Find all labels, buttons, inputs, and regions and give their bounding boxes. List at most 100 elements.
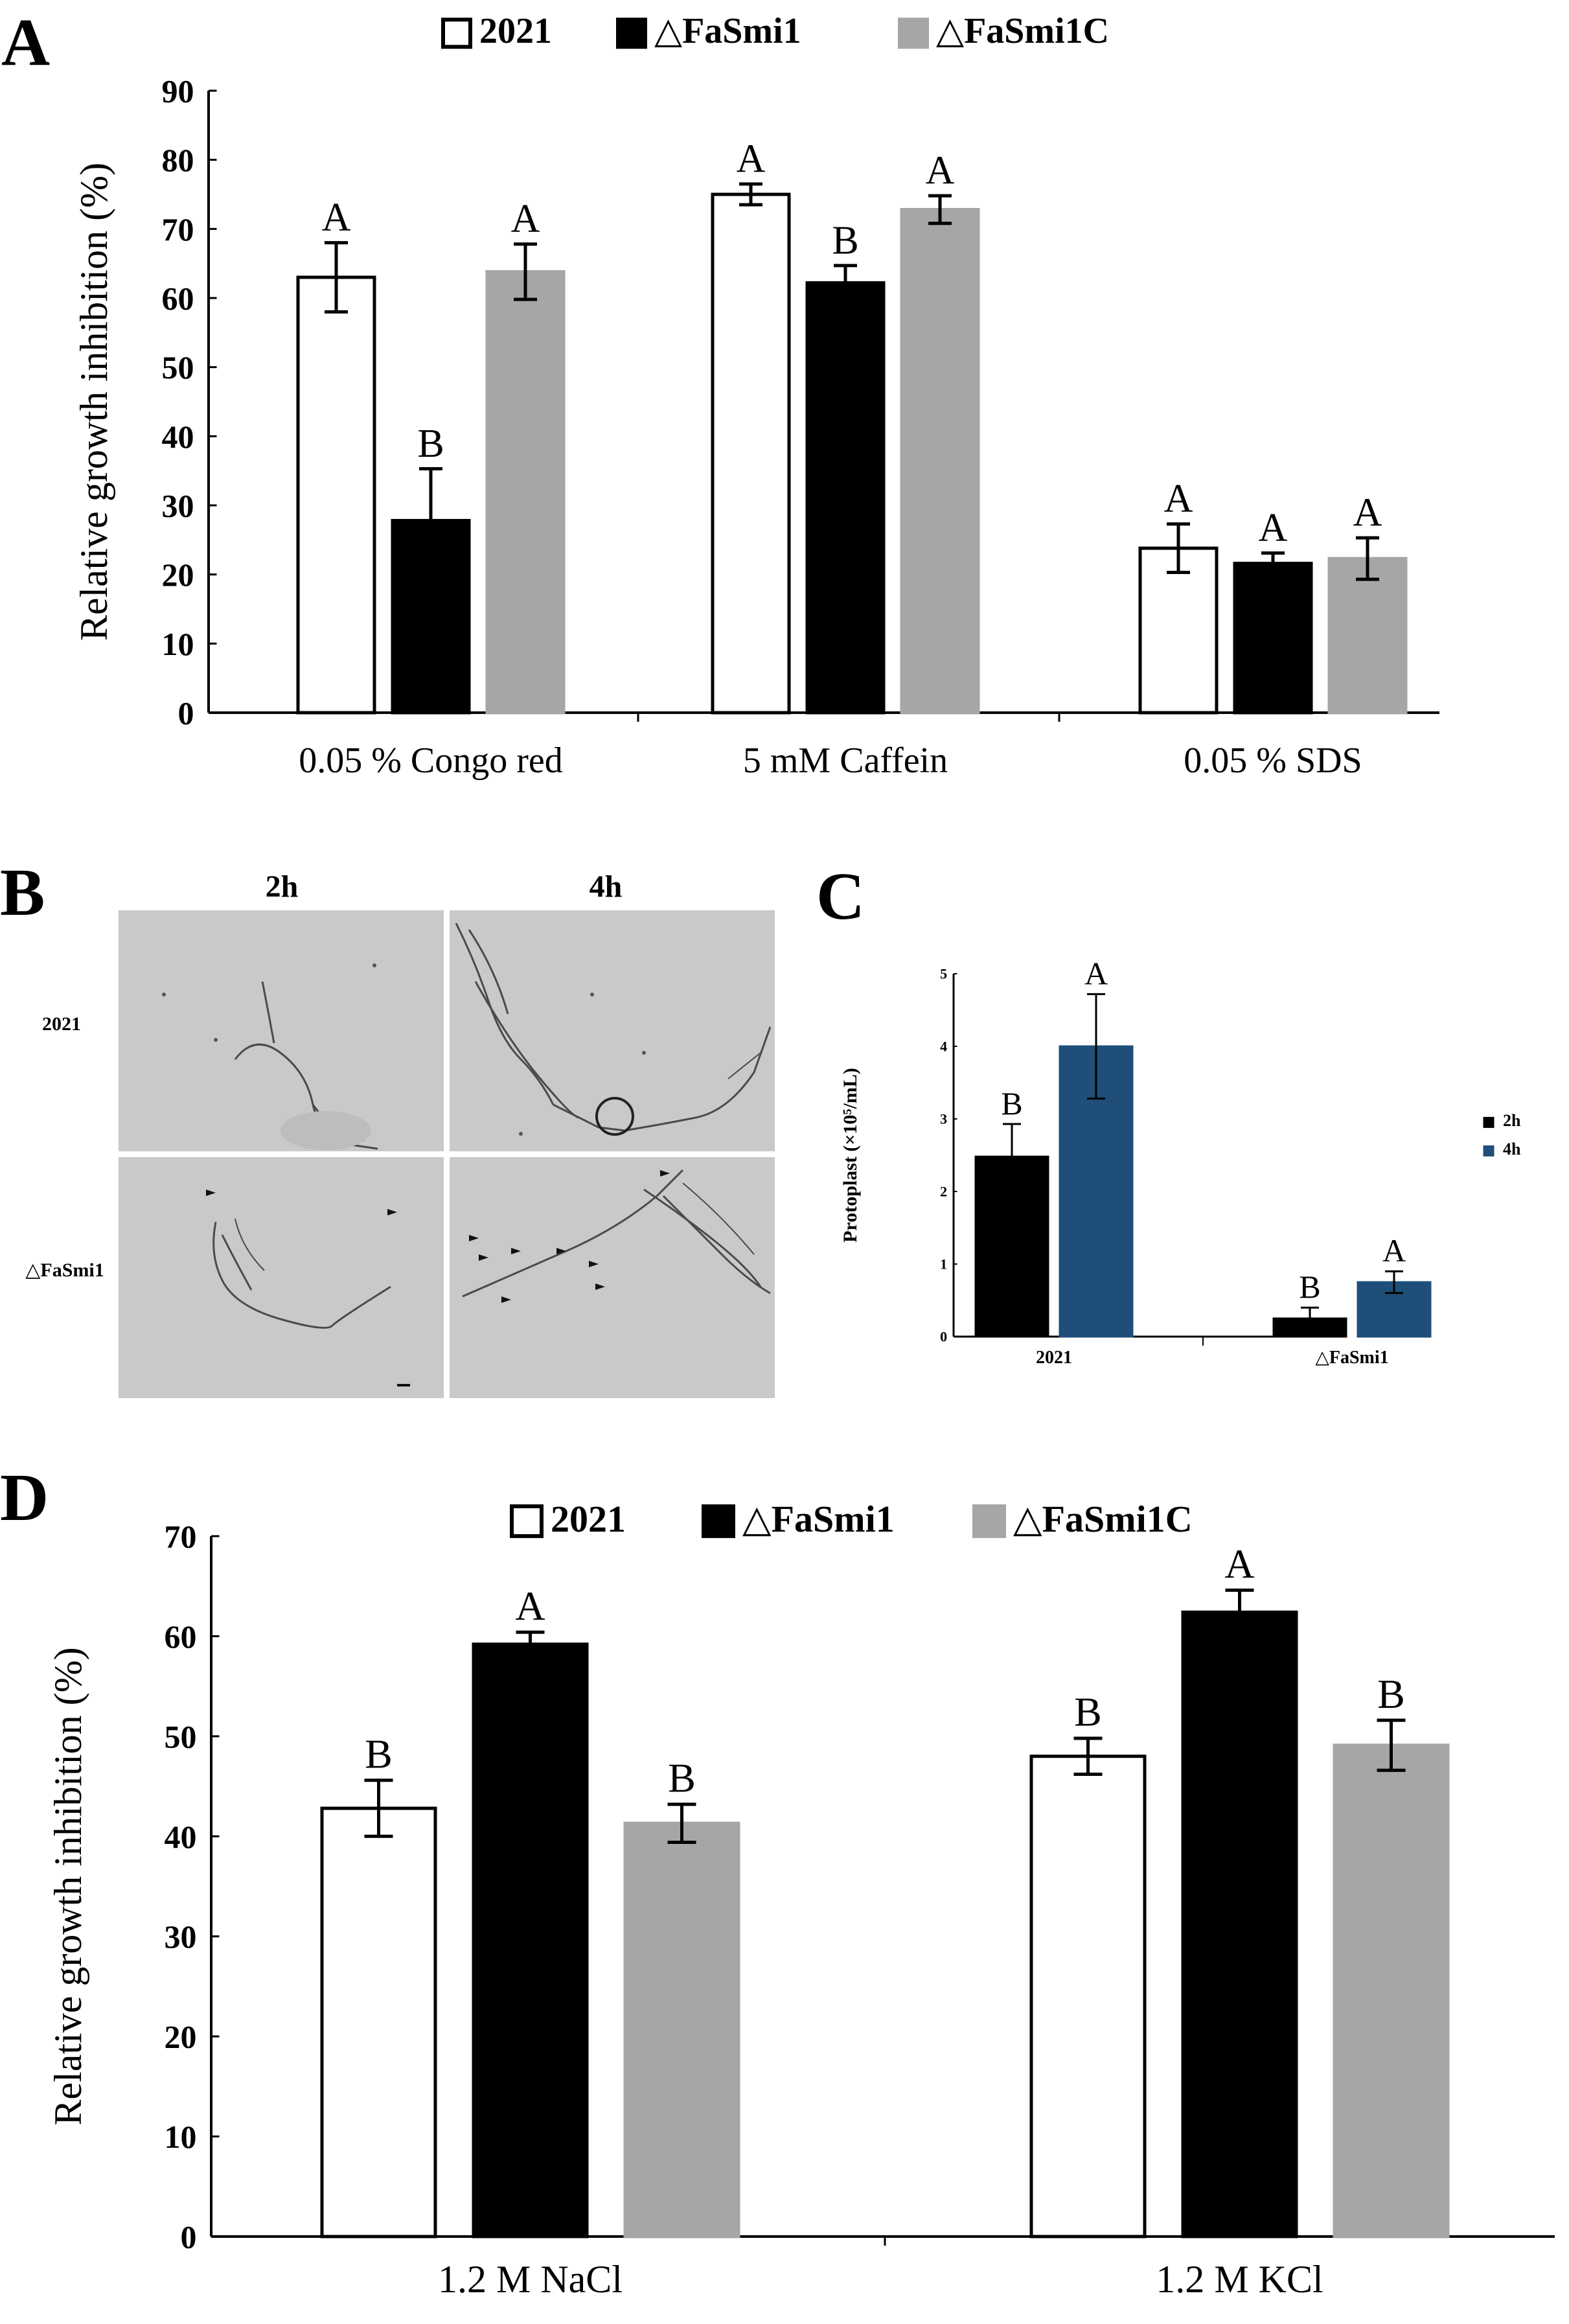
arrowhead-icon	[479, 1254, 488, 1261]
x-category-label-d-1-2-m-kcl: 1.2 M KCl	[1156, 2258, 1323, 2301]
y-tick-label-c-5: 5	[940, 966, 947, 982]
legend-swatch-a-delta-fasmi1c	[898, 17, 929, 49]
legend-swatch-d-delta-fasmi1c	[972, 1504, 1006, 1538]
y-tick-label-a-40: 40	[162, 419, 194, 455]
arrowhead-icon	[556, 1248, 566, 1254]
y-tick-label-a-90: 90	[162, 73, 194, 109]
arrowhead-icon	[469, 1235, 479, 1241]
bar-c-2021-2h	[974, 1155, 1049, 1338]
legend-swatch-a-2021	[441, 17, 472, 49]
micrograph-labels: A B C D 2h 4h 2021 △FaSmi1	[0, 5, 865, 1535]
significance-letter-a-5-mm-caffein-delta-fasmi1: B	[832, 218, 858, 262]
significance-letter-a-0-05-congo-red-delta-fasmi1: B	[417, 422, 444, 466]
legend-label-d-2021: 2021	[551, 1498, 626, 1540]
y-axis-title-d: Relative growth inhibition (%)	[47, 1647, 89, 2125]
y-tick-label-a-30: 30	[162, 488, 194, 524]
significance-letter-a-5-mm-caffein-2021: A	[737, 137, 766, 181]
legend-label-a-delta-fasmi1: △FaSmi1	[654, 11, 801, 51]
arrowhead-icon	[501, 1296, 511, 1303]
bar-a-0-05-sds-delta-fasmi1	[1233, 562, 1313, 715]
significance-letter-a-0-05-congo-red-delta-fasmi1c: A	[511, 197, 540, 241]
chart-panel-a: 0 10 20 30 40 50 60 70 80 90 Relative growth inhib…	[73, 11, 1439, 781]
x-category-label-a-0-05-congo-red: 0.05 % Congo red	[299, 741, 563, 781]
micrograph-row-label-fasmi1: △FaSmi1	[25, 1260, 104, 1281]
y-tick-label-d-50: 50	[165, 1718, 197, 1755]
y-tick-label-c-4: 4	[940, 1039, 947, 1055]
legend-label-c-2h: 2h	[1503, 1111, 1521, 1130]
significance-letter-c-delta-fasmi1-2h: B	[1299, 1269, 1320, 1305]
bar-d-1-2-m-nacl-delta-fasmi1	[472, 1642, 589, 2238]
y-tick-label-c-0: 0	[940, 1329, 947, 1345]
y-tick-label-c-3: 3	[940, 1111, 947, 1127]
arrowhead-icon	[387, 1209, 397, 1215]
legend-swatch-a-delta-fasmi1	[616, 17, 647, 49]
bar-d-1-2-m-nacl-delta-fasmi1c	[623, 1821, 740, 2238]
scale-bar-icon	[397, 1384, 410, 1386]
legend-swatch-d-delta-fasmi1	[702, 1504, 735, 1538]
micrograph-2021-4h	[450, 910, 775, 1151]
y-tick-label-a-80: 80	[162, 142, 194, 178]
micrograph-fasmi1-4h	[450, 1157, 775, 1398]
micrograph-2021-2h	[119, 910, 444, 1151]
y-tick-label-a-70: 70	[162, 211, 194, 247]
bar-a-0-05-congo-red-delta-fasmi1c	[485, 270, 566, 715]
panel-label-d: D	[0, 1460, 49, 1535]
arrowhead-icon	[595, 1283, 605, 1290]
significance-letter-c-2021-4h: A	[1084, 955, 1108, 991]
bar-a-5-mm-caffein-2021	[711, 192, 791, 715]
legend-label-d-delta-fasmi1c: △FaSmi1C	[1013, 1498, 1193, 1540]
y-tick-label-d-0: 0	[181, 2219, 197, 2255]
y-tick-label-a-0: 0	[178, 695, 194, 731]
bar-a-5-mm-caffein-delta-fasmi1	[805, 281, 886, 715]
bar-d-1-2-m-kcl-delta-fasmi1c	[1333, 1743, 1450, 2238]
micrograph-col-label-2h: 2h	[266, 869, 299, 904]
bar-a-5-mm-caffein-delta-fasmi1c	[900, 207, 980, 715]
legend-swatch-d-2021	[510, 1504, 544, 1538]
bar-a-0-05-sds-delta-fasmi1c	[1327, 557, 1408, 715]
y-tick-label-d-70: 70	[165, 1519, 197, 1555]
micrograph-fasmi1-2h	[119, 1157, 444, 1398]
bar-a-0-05-congo-red-2021	[296, 275, 376, 715]
significance-letter-d-1-2-m-kcl-2021: B	[1074, 1689, 1102, 1735]
significance-letter-a-0-05-sds-delta-fasmi1: A	[1259, 506, 1288, 550]
bar-d-1-2-m-kcl-2021	[1029, 1755, 1147, 2238]
legend-label-a-delta-fasmi1c: △FaSmi1C	[936, 11, 1109, 51]
y-tick-label-a-50: 50	[162, 349, 194, 385]
significance-letter-a-0-05-congo-red-2021: A	[322, 196, 351, 240]
x-category-label-a-0-05-sds: 0.05 % SDS	[1184, 741, 1362, 781]
x-category-label-a-5-mm-caffein: 5 mM Caffein	[743, 741, 948, 781]
y-tick-label-a-10: 10	[162, 626, 194, 662]
micrograph-row-label-2021: 2021	[42, 1013, 81, 1035]
bar-d-1-2-m-kcl-delta-fasmi1	[1181, 1610, 1298, 2238]
arrowhead-icon	[589, 1261, 599, 1267]
panel-label-b: B	[0, 855, 45, 930]
chart-panel-c: 0 1 2 3 4 5 Protoplast (×10⁵/mL) B A 2021 B A △FaSmi…	[840, 955, 1521, 1368]
panel-label-a: A	[1, 5, 50, 80]
legend-label-a-2021: 2021	[479, 11, 552, 51]
legend-swatch-c-2h	[1483, 1116, 1495, 1128]
y-tick-label-a-20: 20	[162, 557, 194, 593]
panel-label-c: C	[816, 859, 865, 934]
significance-letter-d-1-2-m-nacl-delta-fasmi1: A	[515, 1583, 545, 1629]
y-tick-label-c-2: 2	[940, 1184, 947, 1200]
significance-letter-a-5-mm-caffein-delta-fasmi1c: A	[926, 149, 955, 193]
y-tick-label-d-40: 40	[165, 1819, 197, 1855]
y-tick-label-d-10: 10	[165, 2119, 197, 2155]
circle-highlight-icon	[595, 1097, 634, 1136]
x-category-label-c-2021: 2021	[1036, 1348, 1072, 1368]
y-axis-title-c: Protoplast (×10⁵/mL)	[840, 1068, 861, 1243]
bar-d-1-2-m-nacl-2021	[320, 1806, 437, 2238]
significance-letter-c-delta-fasmi1-4h: A	[1382, 1232, 1406, 1269]
significance-letter-d-1-2-m-kcl-delta-fasmi1: A	[1224, 1541, 1254, 1587]
arrowhead-icon	[206, 1190, 216, 1196]
x-category-label-d-1-2-m-nacl: 1.2 M NaCl	[438, 2258, 623, 2301]
arrowhead-icon	[511, 1248, 521, 1254]
y-tick-label-d-20: 20	[165, 2019, 197, 2055]
significance-letter-d-1-2-m-nacl-delta-fasmi1c: B	[668, 1755, 696, 1801]
chart-panel-d: 0 10 20 30 40 50 60 70 Relative growth inhibitio…	[47, 1498, 1555, 2301]
y-axis-title-a: Relative growth inhibition (%)	[73, 163, 115, 641]
significance-letter-d-1-2-m-kcl-delta-fasmi1c: B	[1377, 1671, 1405, 1717]
arrowhead-icon	[660, 1170, 670, 1177]
significance-letter-a-0-05-sds-delta-fasmi1c: A	[1353, 491, 1382, 535]
